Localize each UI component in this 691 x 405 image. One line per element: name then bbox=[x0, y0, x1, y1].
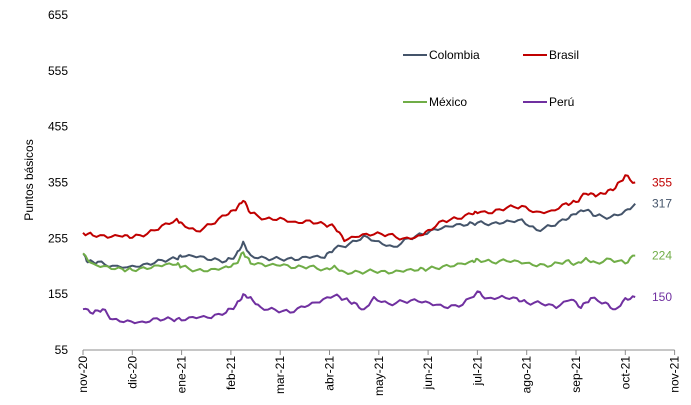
x-tick-label: nov-21 bbox=[668, 356, 682, 393]
series-line-brasil bbox=[82, 174, 636, 243]
x-tick-label: ene-21 bbox=[175, 356, 189, 394]
series-layer bbox=[82, 174, 636, 325]
y-tick-label: 655 bbox=[48, 8, 68, 22]
x-tick-label: jul-21 bbox=[470, 356, 484, 387]
y-tick-label: 255 bbox=[48, 231, 68, 245]
x-tick-label: oct-21 bbox=[618, 356, 632, 390]
x-tick-label: sep-21 bbox=[569, 356, 583, 393]
x-tick-label: mar-21 bbox=[273, 356, 287, 394]
series-line-mxico bbox=[82, 251, 636, 275]
x-tick-label: ago-21 bbox=[520, 356, 534, 394]
end-value-label: 317 bbox=[652, 197, 672, 211]
y-tick-label: 155 bbox=[48, 287, 68, 301]
x-axis-ticks: nov-20 dic-20 ene-21 feb-21 mar-21 abr-21 may-… bbox=[76, 350, 682, 396]
y-axis-ticks: 55 155 255 355 455 555 655 bbox=[48, 8, 68, 357]
x-tick-label: dic-20 bbox=[125, 356, 139, 389]
x-tick-label: jun-21 bbox=[421, 356, 435, 391]
legend-label: México bbox=[429, 95, 467, 109]
end-value-label: 224 bbox=[652, 249, 672, 263]
legend-label: Perú bbox=[549, 95, 574, 109]
y-tick-label: 555 bbox=[48, 64, 68, 78]
end-labels: 317 355 224 150 bbox=[652, 176, 672, 304]
legend-label: Brasil bbox=[549, 48, 579, 62]
series-line-per bbox=[82, 290, 636, 325]
x-tick-label: abr-21 bbox=[323, 356, 337, 391]
x-tick-label: nov-20 bbox=[76, 356, 90, 393]
y-axis-label: Puntos básicos bbox=[22, 139, 36, 220]
x-tick-label: feb-21 bbox=[224, 356, 238, 390]
end-value-label: 150 bbox=[652, 290, 672, 304]
end-value-label: 355 bbox=[652, 176, 672, 190]
y-tick-label: 355 bbox=[48, 176, 68, 190]
y-tick-label: 55 bbox=[55, 343, 69, 357]
series-line-colombia bbox=[82, 203, 636, 269]
legend-label: Colombia bbox=[429, 48, 480, 62]
x-tick-label: may-21 bbox=[372, 356, 386, 396]
y-axis-title: Puntos básicos bbox=[22, 139, 36, 220]
legend: Colombia Brasil México Perú bbox=[403, 48, 579, 109]
y-tick-label: 455 bbox=[48, 120, 68, 134]
